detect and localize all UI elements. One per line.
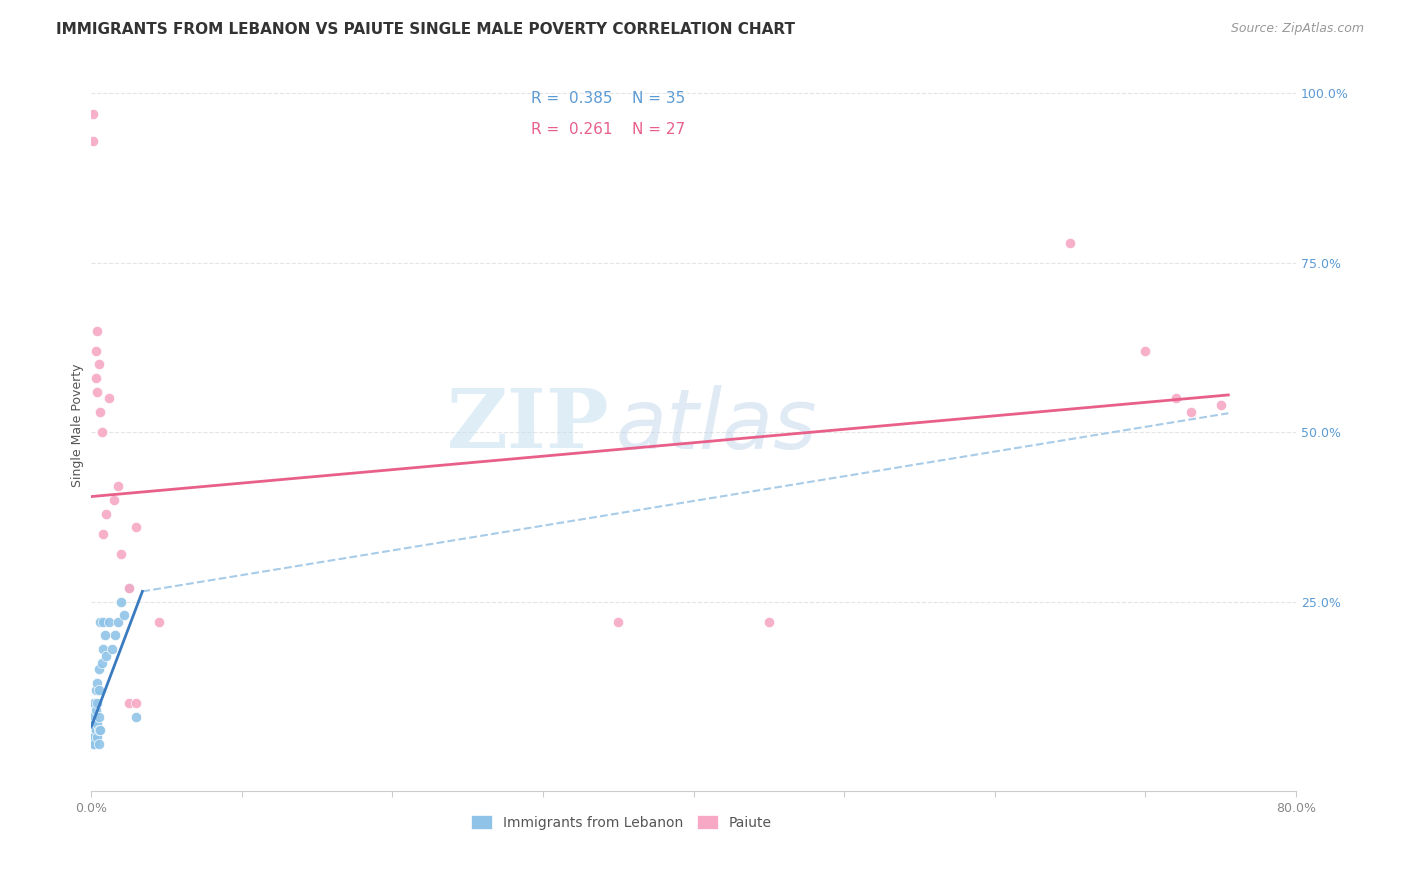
Point — [89, 615, 111, 629]
Point — [101, 642, 124, 657]
Point — [87, 662, 110, 676]
Point — [83, 696, 105, 710]
Text: ZIP: ZIP — [447, 385, 609, 466]
Point — [103, 492, 125, 507]
Point — [86, 696, 108, 710]
Point — [83, 716, 105, 731]
Point — [89, 405, 111, 419]
Point — [96, 507, 118, 521]
Point — [89, 723, 111, 738]
Point — [93, 628, 115, 642]
Text: R =  0.385    N = 35: R = 0.385 N = 35 — [531, 91, 685, 106]
Point — [125, 520, 148, 534]
Point — [87, 710, 110, 724]
Point — [98, 615, 121, 629]
Text: Source: ZipAtlas.com: Source: ZipAtlas.com — [1230, 22, 1364, 36]
Text: atlas: atlas — [616, 385, 817, 466]
Y-axis label: Single Male Poverty: Single Male Poverty — [72, 364, 84, 487]
Point — [1059, 235, 1081, 250]
Point — [125, 696, 148, 710]
Point — [84, 371, 107, 385]
Point — [96, 648, 118, 663]
Point — [1164, 392, 1187, 406]
Point — [104, 628, 127, 642]
Point — [148, 615, 170, 629]
Point — [118, 581, 141, 595]
Point — [110, 594, 132, 608]
Point — [87, 358, 110, 372]
Point — [1209, 398, 1232, 412]
Point — [82, 107, 104, 121]
Point — [83, 737, 105, 751]
Point — [82, 723, 104, 738]
Point — [1180, 405, 1202, 419]
Point — [86, 324, 108, 338]
Point — [1135, 343, 1157, 358]
Point — [110, 547, 132, 561]
Point — [107, 615, 129, 629]
Point — [84, 703, 107, 717]
Point — [87, 737, 110, 751]
Point — [91, 526, 114, 541]
Point — [90, 425, 112, 440]
Point — [758, 615, 780, 629]
Point — [83, 730, 105, 744]
Point — [82, 134, 104, 148]
Point — [87, 682, 110, 697]
Point — [84, 723, 107, 738]
Point — [125, 710, 148, 724]
Point — [90, 656, 112, 670]
Point — [118, 581, 141, 595]
Point — [84, 682, 107, 697]
Point — [86, 730, 108, 744]
Point — [112, 608, 135, 623]
Point — [86, 384, 108, 399]
Point — [607, 615, 630, 629]
Point — [107, 479, 129, 493]
Text: R =  0.261    N = 27: R = 0.261 N = 27 — [531, 121, 685, 136]
Text: IMMIGRANTS FROM LEBANON VS PAIUTE SINGLE MALE POVERTY CORRELATION CHART: IMMIGRANTS FROM LEBANON VS PAIUTE SINGLE… — [56, 22, 796, 37]
Point — [86, 716, 108, 731]
Point — [82, 710, 104, 724]
Point — [80, 737, 103, 751]
Legend: Immigrants from Lebanon, Paiute: Immigrants from Lebanon, Paiute — [465, 810, 778, 836]
Point — [91, 615, 114, 629]
Point — [84, 343, 107, 358]
Point — [87, 723, 110, 738]
Point — [91, 642, 114, 657]
Point — [118, 696, 141, 710]
Point — [98, 392, 121, 406]
Point — [86, 676, 108, 690]
Point — [82, 730, 104, 744]
